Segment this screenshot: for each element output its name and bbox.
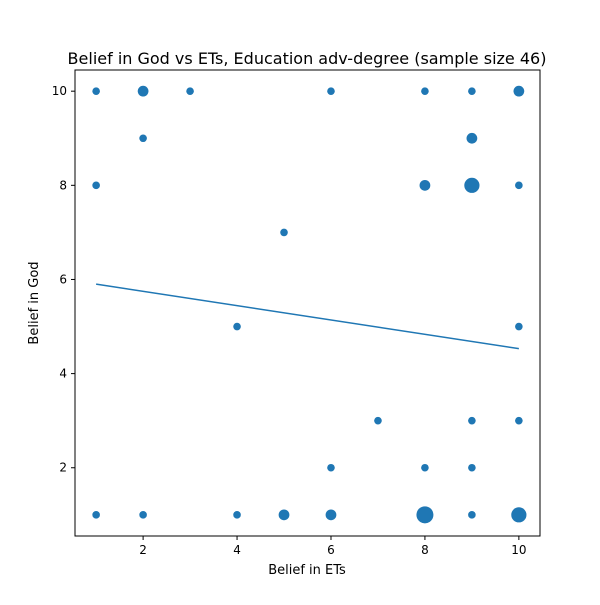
data-point (280, 228, 288, 237)
x-tick-label: 2 (139, 543, 147, 557)
chart-title: Belief in God vs ETs, Education adv-degr… (68, 49, 547, 68)
x-axis-label: Belief in ETs (268, 563, 346, 578)
data-point (468, 416, 476, 425)
y-tick-label: 8 (59, 178, 67, 192)
data-point (233, 322, 241, 331)
data-point (511, 507, 527, 523)
data-point (464, 177, 480, 193)
y-tick-label: 6 (59, 272, 67, 286)
data-point (421, 463, 429, 472)
axes-frame (74, 69, 541, 537)
data-point (416, 506, 434, 524)
data-point (466, 132, 478, 144)
data-point (515, 322, 523, 331)
data-point (92, 87, 100, 95)
x-tick-label: 4 (233, 543, 241, 557)
data-point (325, 509, 337, 521)
data-point (513, 85, 525, 97)
data-point (468, 511, 476, 519)
data-point (419, 179, 431, 191)
data-point (139, 134, 147, 143)
data-point (92, 511, 100, 519)
trend-line (96, 283, 519, 350)
y-tick-label: 2 (59, 461, 67, 475)
data-point (327, 87, 335, 95)
y-tick-label: 10 (52, 84, 67, 98)
data-point (374, 416, 382, 425)
data-point (515, 181, 523, 190)
data-point (515, 416, 523, 425)
x-tick-label: 8 (421, 543, 429, 557)
data-point (421, 87, 429, 95)
x-tick-label: 10 (511, 543, 526, 557)
data-point (468, 87, 476, 95)
data-point (137, 85, 149, 97)
y-axis-label: Belief in God (27, 261, 42, 344)
data-point (278, 509, 290, 521)
data-point (327, 463, 335, 472)
data-point (468, 463, 476, 472)
data-point (186, 87, 194, 95)
y-tick-label: 4 (59, 367, 67, 381)
plot-marks (92, 85, 527, 524)
data-point (139, 511, 147, 519)
axis-ticks: 2 4 6 8 10 2 4 6 8 10 (52, 84, 527, 557)
data-point (92, 181, 100, 190)
data-point (233, 511, 241, 519)
x-tick-label: 6 (327, 543, 335, 557)
